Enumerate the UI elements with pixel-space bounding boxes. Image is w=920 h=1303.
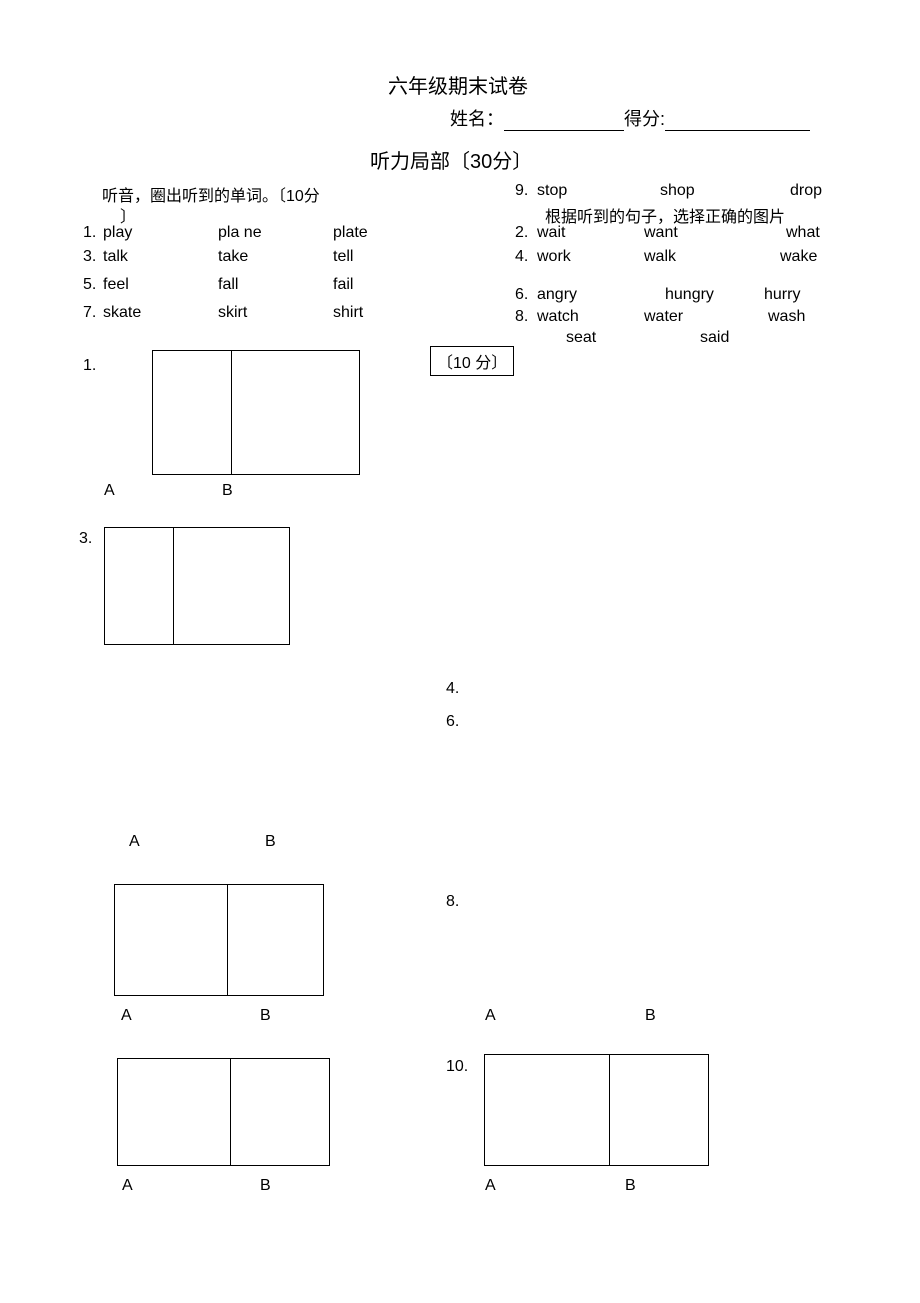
name-label: 姓名： (450, 109, 504, 129)
row-word-b: water (644, 308, 683, 326)
name-blank (504, 113, 624, 131)
row-num: 2. (515, 224, 528, 242)
page-title: 六年级期末试卷 (388, 70, 528, 99)
row-word-c: shirt (333, 304, 363, 322)
row-word-a: watch (537, 308, 579, 326)
row-word-b: pla ne (218, 224, 262, 242)
row-word-b: skirt (218, 304, 247, 322)
row-num: 4. (515, 248, 528, 266)
box-divider (173, 528, 174, 644)
score-blank (665, 113, 810, 131)
qnum-3: 3. (79, 530, 92, 548)
image-box-3 (104, 527, 290, 645)
label-a: A (104, 482, 115, 500)
label-b: B (260, 1007, 271, 1025)
row-num: 5. (83, 276, 96, 294)
box-divider (230, 1059, 231, 1165)
image-box-left-upper (114, 884, 324, 996)
row-word-c: plate (333, 224, 368, 242)
label-a: A (485, 1007, 496, 1025)
score-label: 得分: (624, 109, 665, 129)
extra-word-a: seat (566, 329, 596, 347)
row-num: 6. (515, 286, 528, 304)
row-word-a: work (537, 248, 571, 266)
label-b: B (625, 1177, 636, 1195)
row-num: 1. (83, 224, 96, 242)
row-word-c: wake (780, 248, 817, 266)
row-word-b: want (644, 224, 678, 242)
qnum-8: 8. (446, 893, 459, 911)
row-word-b: fall (218, 276, 238, 294)
row-num: 7. (83, 304, 96, 322)
box-divider (227, 885, 228, 995)
image-box-10 (484, 1054, 709, 1166)
label-a: A (485, 1177, 496, 1195)
row-num: 3. (83, 248, 96, 266)
row-word-b: take (218, 248, 248, 266)
image-box-left-lower (117, 1058, 330, 1166)
row-word-a: angry (537, 286, 577, 304)
row-num: 9. (515, 182, 528, 200)
label-b: B (260, 1177, 271, 1195)
label-a: A (121, 1007, 132, 1025)
row-word-a: talk (103, 248, 128, 266)
row-word-a: wait (537, 224, 565, 242)
box-divider (609, 1055, 610, 1165)
row-word-b: walk (644, 248, 676, 266)
qnum-4: 4. (446, 680, 459, 698)
box-divider (231, 351, 232, 474)
image-box-1 (152, 350, 360, 475)
label-a: A (129, 833, 140, 851)
boxed-points: 〔10 分〕 (430, 346, 514, 376)
label-b: B (265, 833, 276, 851)
label-a: A (122, 1177, 133, 1195)
row-word-a: feel (103, 276, 129, 294)
row-word-b: hungry (665, 286, 714, 304)
qnum-1: 1. (83, 357, 96, 375)
row-word-a: stop (537, 182, 567, 200)
qnum-10: 10. (446, 1058, 468, 1076)
row-word-c: tell (333, 248, 353, 266)
row-word-a: skate (103, 304, 141, 322)
qnum-6: 6. (446, 713, 459, 731)
row-word-c: hurry (764, 286, 800, 304)
row-word-b: shop (660, 182, 695, 200)
row-word-c: fail (333, 276, 353, 294)
section-title: 听力局部〔30分〕 (370, 145, 532, 174)
row-word-c: wash (768, 308, 805, 326)
extra-word-b: said (700, 329, 729, 347)
label-b: B (645, 1007, 656, 1025)
row-word-c: what (786, 224, 820, 242)
header-line: 姓名： 得分: (450, 105, 810, 131)
row-word-a: play (103, 224, 132, 242)
label-b: B (222, 482, 233, 500)
row-num: 8. (515, 308, 528, 326)
row-word-c: drop (790, 182, 822, 200)
